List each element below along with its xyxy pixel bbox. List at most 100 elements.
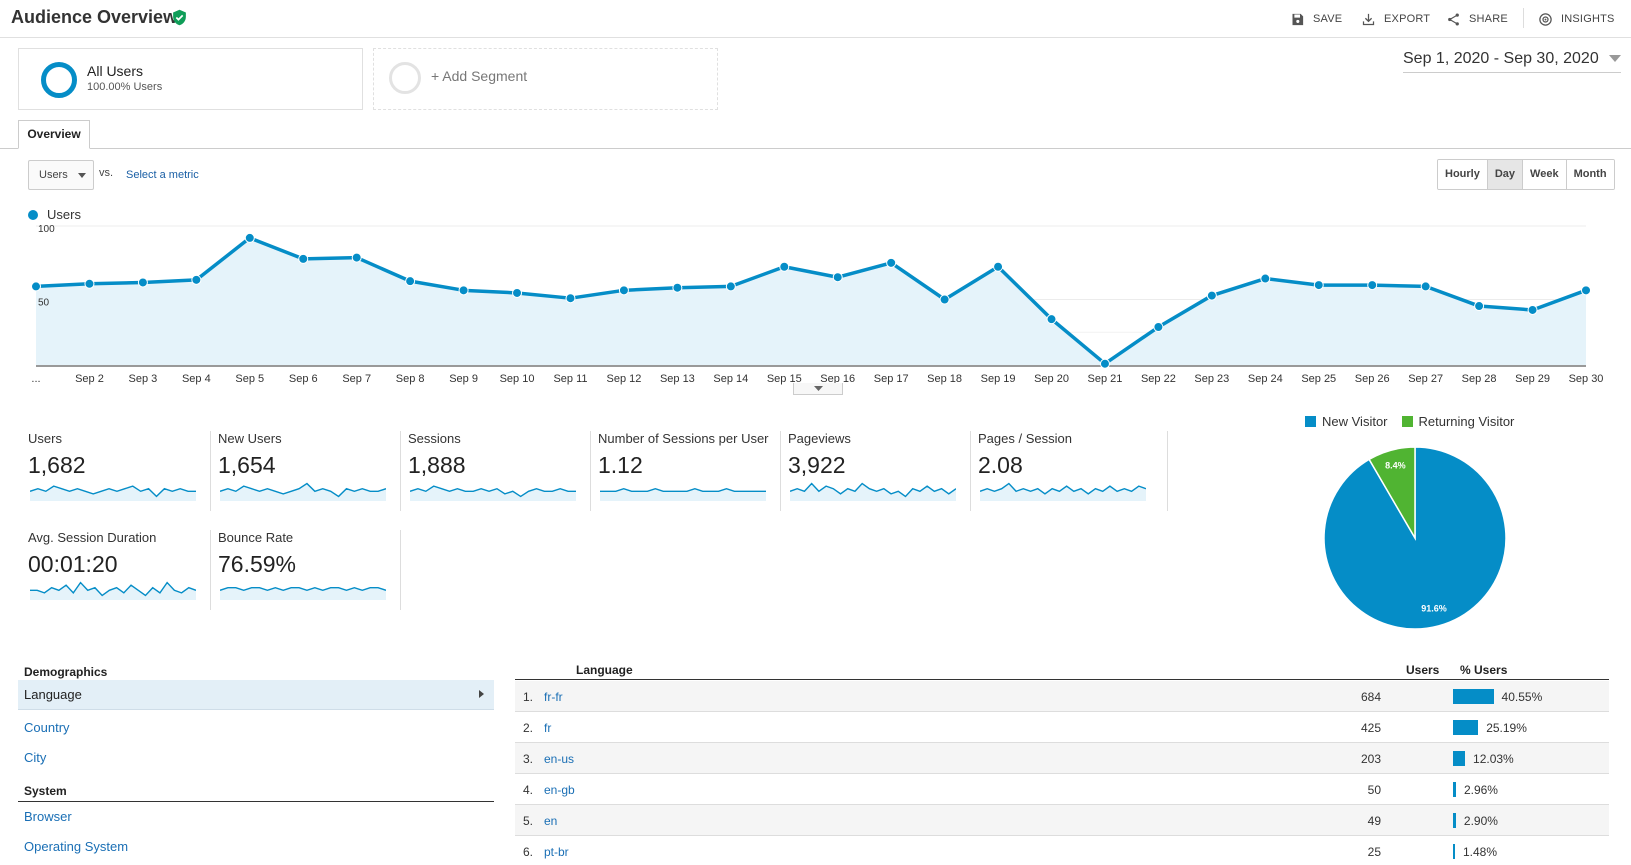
users-count: 49 [1367,814,1381,828]
row-number: 6. [523,845,534,859]
data-point[interactable] [1260,273,1271,284]
pct-users-value: 40.55% [1501,690,1543,704]
date-range-picker[interactable]: Sep 1, 2020 - Sep 30, 2020 [1403,50,1621,73]
export-button[interactable]: EXPORT [1361,10,1430,28]
legend-swatch [1305,416,1316,427]
data-point[interactable] [31,281,41,292]
add-segment-button[interactable]: + Add Segment [373,48,718,110]
data-point[interactable] [191,274,202,285]
scorecard[interactable]: Sessions 1,888 [408,431,591,511]
save-label: SAVE [1313,13,1343,25]
data-point[interactable] [1420,281,1431,292]
data-point[interactable] [351,252,362,263]
data-point[interactable] [725,281,736,292]
x-tick-label: Sep 24 [1248,373,1283,385]
nav-item-operating-system[interactable]: Operating System [24,839,129,854]
data-point[interactable] [832,272,843,283]
data-point[interactable] [618,285,629,296]
x-tick-label: Sep 7 [342,373,371,385]
segment-all-users[interactable]: All Users 100.00% Users [18,48,363,110]
data-point[interactable] [137,277,148,288]
nav-item-language[interactable]: Language [18,680,494,710]
sparkline-area [410,486,576,501]
export-label: EXPORT [1384,13,1431,25]
data-point[interactable] [886,257,897,268]
x-tick-label: Sep 29 [1515,373,1550,385]
metric-select[interactable]: Users [28,160,94,190]
pct-users-bar [1453,844,1455,859]
select-metric-link[interactable]: Select a metric [126,169,199,181]
segment-subtitle: 100.00% Users [87,81,163,93]
period-hourly-button[interactable]: Hourly [1438,160,1488,189]
scorecard[interactable]: Pages / Session 2.08 [978,431,1168,511]
data-point[interactable] [1474,301,1485,312]
data-point[interactable] [84,278,95,289]
data-point[interactable] [405,276,416,287]
data-point[interactable] [1099,358,1110,369]
data-point[interactable] [458,285,469,296]
sparkline-line [30,581,196,597]
scorecard-value: 00:01:20 [28,551,118,577]
data-point[interactable] [672,282,683,293]
pie-slice-label: 8.4% [1385,461,1406,471]
nav-item-browser[interactable]: Browser [24,809,72,824]
chart-resize-handle[interactable] [793,383,843,395]
data-point[interactable] [1046,314,1057,325]
data-point[interactable] [298,253,309,264]
x-tick-label: Sep 26 [1355,373,1390,385]
sparkline-line [790,482,956,498]
data-point[interactable] [1581,285,1591,296]
pie-slice[interactable] [1368,446,1416,541]
data-point[interactable] [1527,304,1538,315]
table-row: 6. pt-br 25 1.48% [515,836,1609,865]
data-point[interactable] [1367,280,1378,291]
scorecard-value: 2.08 [978,452,1023,478]
period-month-button[interactable]: Month [1566,160,1614,189]
scorecard[interactable]: Number of Sessions per User 1.12 [598,431,781,511]
data-point[interactable] [1313,280,1324,291]
data-point[interactable] [565,293,576,304]
data-point[interactable] [939,294,950,305]
x-tick-label: Sep 22 [1141,373,1176,385]
x-tick-label: Sep 12 [606,373,641,385]
pct-users-bar [1453,720,1479,735]
language-link[interactable]: en-us [544,752,575,766]
pie-legend-label: Returning Visitor [1418,414,1515,429]
scorecard[interactable]: Avg. Session Duration 00:01:20 [28,530,211,610]
scorecard[interactable]: Users 1,682 [28,431,211,511]
language-link[interactable]: en-gb [544,783,575,797]
scorecard-label: Bounce Rate [218,530,294,545]
data-point[interactable] [1153,322,1164,333]
period-week-button[interactable]: Week [1523,160,1567,189]
language-link[interactable]: fr [544,721,552,735]
scorecard-sparkline [410,485,576,501]
data-point[interactable] [512,287,523,298]
period-day-button[interactable]: Day [1487,160,1524,189]
data-point[interactable] [993,261,1004,272]
nav-item-country[interactable]: Country [24,720,70,735]
col-header-users: Users [1406,663,1440,677]
save-button[interactable]: SAVE [1290,10,1342,28]
share-button[interactable]: SHARE [1446,10,1508,28]
row-number: 5. [523,814,534,828]
tab-overview[interactable]: Overview [18,120,90,149]
data-point[interactable] [779,261,790,272]
col-header-pct-users: % Users [1460,663,1508,677]
data-point[interactable] [1206,290,1217,301]
pct-users-bar [1453,813,1456,828]
users-line [35,236,1587,366]
language-link[interactable]: en [544,814,558,828]
sparkline-line [980,482,1146,495]
language-link[interactable]: pt-br [544,845,569,859]
insights-button[interactable]: INSIGHTS [1538,10,1615,28]
users-line-chart[interactable]: 100 50... Sep 2 Sep 3 Sep 4 Sep 5 Sep 6 Sep 7 Se… [0,220,1631,385]
data-point[interactable] [244,232,255,243]
scorecard[interactable]: Pageviews 3,922 [788,431,971,511]
scorecard[interactable]: New Users 1,654 [218,431,401,511]
language-link[interactable]: fr-fr [544,690,563,704]
scorecard[interactable]: Bounce Rate 76.59% [218,530,401,610]
visitor-type-pie-chart[interactable]: 91.6% 8.4% [1322,445,1508,631]
sparkline-line [600,487,766,492]
nav-item-city[interactable]: City [24,750,47,765]
pct-users-bar [1453,751,1466,766]
